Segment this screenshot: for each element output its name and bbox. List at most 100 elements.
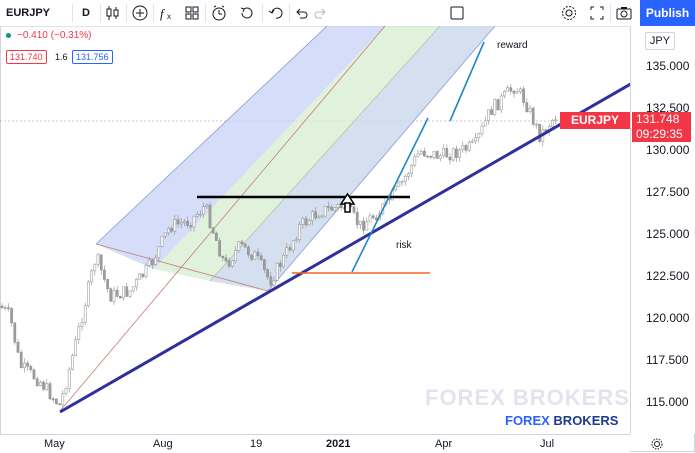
last-price-tag: 131.748 09:29:35 <box>632 112 691 142</box>
candle-body <box>551 120 554 127</box>
candle-body <box>154 257 157 265</box>
candle-body <box>327 206 330 208</box>
candle-body <box>263 259 266 270</box>
settings-gear-icon[interactable] <box>560 4 578 22</box>
publish-button[interactable]: Publish <box>640 0 695 26</box>
candle-body <box>10 308 13 324</box>
candle-body <box>285 247 289 256</box>
candle-body <box>291 240 295 251</box>
ask-button[interactable]: 131.756 <box>72 50 113 64</box>
candle-body <box>26 362 29 367</box>
divider <box>205 4 206 22</box>
alert-clock-icon[interactable] <box>210 4 228 22</box>
candle-body <box>311 211 314 221</box>
replay-icon[interactable] <box>267 4 285 22</box>
divider <box>100 4 101 22</box>
candle-body <box>394 186 397 191</box>
time-axis[interactable]: May Aug 19 2021 Apr Jul <box>0 434 663 453</box>
candle-body <box>419 150 423 155</box>
market-status-dot <box>6 32 11 38</box>
candle-body <box>99 254 103 271</box>
candle-body <box>147 259 151 266</box>
candle-body <box>199 213 202 216</box>
candle-body <box>243 243 247 248</box>
candle-body <box>135 278 138 288</box>
candle-body <box>266 269 269 278</box>
candle-body <box>83 305 87 323</box>
divider <box>126 4 127 22</box>
templates-icon[interactable] <box>183 4 201 22</box>
candle-body <box>106 279 109 289</box>
candle-body <box>87 281 90 306</box>
price-axis-label: 132.500 <box>646 101 690 115</box>
indicators-fx-icon[interactable]: f x <box>158 4 176 22</box>
time-axis-label: 2021 <box>326 438 351 450</box>
candle-body <box>29 366 33 370</box>
candle-body <box>80 322 84 327</box>
candle-body <box>138 273 141 280</box>
candle-body <box>279 262 282 268</box>
undo-icon[interactable] <box>292 4 310 22</box>
risk-projection-line[interactable] <box>351 117 429 273</box>
candle-body <box>535 123 538 126</box>
price-chart[interactable] <box>0 26 630 434</box>
candle-body <box>3 307 7 309</box>
svg-text:f: f <box>160 6 166 21</box>
candle-body <box>61 393 65 406</box>
candle-body <box>93 264 97 272</box>
candle-body <box>218 240 221 257</box>
candle-body <box>234 250 237 262</box>
price-axis-label: 135.000 <box>646 59 690 73</box>
candle-body <box>493 99 497 115</box>
symbol-search[interactable]: EURJPY <box>6 7 51 19</box>
time-axis-label: May <box>44 438 65 450</box>
compare-plus-icon[interactable] <box>131 4 149 22</box>
candles-icon[interactable] <box>104 4 122 22</box>
candle-body <box>157 246 161 259</box>
candle-body <box>45 383 49 390</box>
candle-body <box>183 220 186 223</box>
candle-body <box>371 215 375 219</box>
candle-body <box>407 173 410 177</box>
bid-button[interactable]: 131.740 <box>6 50 47 64</box>
candle-body <box>531 107 535 125</box>
layout-square-icon[interactable] <box>448 4 466 22</box>
ascending-trendline[interactable] <box>59 70 630 414</box>
camera-snapshot-icon[interactable] <box>615 4 633 22</box>
candle-body <box>503 91 506 97</box>
candle-body <box>403 176 407 182</box>
candle-body <box>227 260 231 267</box>
currency-label[interactable]: JPY <box>645 32 675 50</box>
reward-projection-line[interactable] <box>449 41 485 122</box>
candle-body <box>131 286 135 292</box>
candle-body <box>538 123 541 142</box>
candle-body <box>426 155 429 158</box>
candle-body <box>435 151 439 159</box>
breakout-arrow-icon[interactable] <box>339 192 356 213</box>
price-axis[interactable]: JPY 135.000 132.500 130.000 127.500 125.… <box>630 26 695 434</box>
axis-settings-gear-icon[interactable] <box>650 437 664 451</box>
interval-selector[interactable]: D <box>82 7 90 19</box>
fullscreen-icon[interactable] <box>588 4 606 22</box>
candle-body <box>125 286 129 297</box>
candle-body <box>103 269 106 280</box>
candle-body <box>253 251 257 260</box>
candle-body <box>487 109 490 121</box>
candle-body <box>509 87 513 92</box>
candle-body <box>186 220 189 226</box>
time-axis-label: 19 <box>250 438 263 450</box>
price-axis-label: 125.000 <box>646 227 690 241</box>
candle-body <box>515 91 519 94</box>
redo-icon[interactable] <box>312 4 330 22</box>
candle-body <box>461 145 465 151</box>
candle-body <box>192 215 196 228</box>
candle-body <box>432 151 436 158</box>
candle-body <box>67 368 71 389</box>
candle-body <box>32 369 36 380</box>
bar-replay-icon[interactable] <box>238 4 256 22</box>
candle-body <box>333 207 337 211</box>
candle-body <box>48 383 52 400</box>
price-axis-label: 130.000 <box>646 143 690 157</box>
candle-body <box>128 290 132 297</box>
candle-body <box>176 219 180 225</box>
